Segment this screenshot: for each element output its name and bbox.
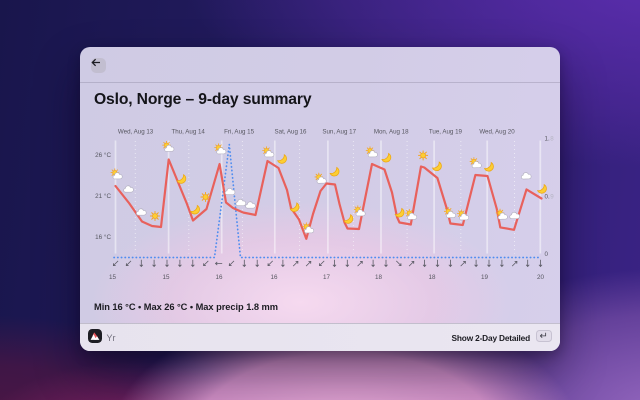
svg-text:9: 9 [550,194,554,201]
svg-text:21 °C: 21 °C [95,192,111,200]
svg-text:16 °C: 16 °C [95,233,111,241]
svg-text:16: 16 [270,274,278,281]
svg-text:Sat, Aug 16: Sat, Aug 16 [275,129,308,136]
svg-text:Tue, Aug 19: Tue, Aug 19 [429,129,463,136]
svg-text:Thu, Aug 14: Thu, Aug 14 [172,129,206,136]
svg-text:20: 20 [537,274,545,281]
svg-text:Fri, Aug 15: Fri, Aug 15 [224,129,254,136]
svg-text:19: 19 [481,274,489,281]
svg-text:18: 18 [375,274,383,281]
svg-text:1.: 1. [545,136,550,143]
svg-text:0: 0 [545,251,549,258]
svg-text:Mon, Aug 18: Mon, Aug 18 [374,129,409,136]
svg-text:16: 16 [215,274,223,281]
svg-text:17: 17 [323,274,331,281]
svg-text:Wed, Aug 20: Wed, Aug 20 [479,129,515,136]
svg-text:Wed, Aug 13: Wed, Aug 13 [118,129,154,136]
svg-text:Sun, Aug 17: Sun, Aug 17 [322,129,356,136]
svg-text:8: 8 [550,136,554,143]
svg-text:15: 15 [109,274,117,281]
svg-text:18: 18 [428,274,436,281]
svg-text:0.: 0. [545,194,550,201]
svg-text:26 °C: 26 °C [95,151,111,159]
svg-text:15: 15 [162,274,170,281]
